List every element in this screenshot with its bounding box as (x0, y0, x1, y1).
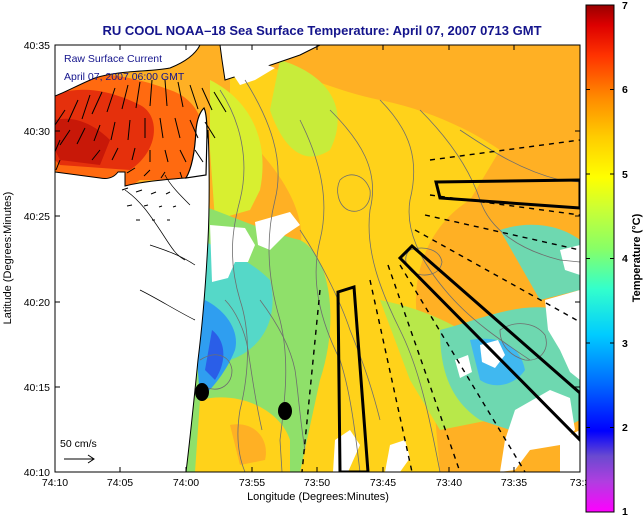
sst-yellow-green-region (210, 80, 263, 220)
no-data-patch (500, 390, 575, 472)
sst-cool-patch (500, 224, 580, 300)
colorbar-tick: 2 (622, 422, 628, 434)
sst-warm-pocket (230, 424, 266, 465)
plot-title: RU COOL NOAA–18 Sea Surface Temperature:… (102, 23, 541, 38)
no-data-patch (560, 430, 580, 472)
no-data-patch (545, 290, 580, 380)
no-data-patch (385, 440, 410, 472)
solid-survey-boxes (336, 178, 580, 472)
survey-box-south[interactable] (336, 285, 370, 472)
x-tick-label: 73:35 (501, 477, 527, 489)
y-tick-label: 40:25 (24, 211, 50, 223)
y-tick-label: 40:10 (24, 467, 50, 479)
y-tick-label: 40:35 (24, 40, 50, 52)
sst-bay-warm-water (55, 118, 110, 165)
x-tick-label: 73:55 (239, 477, 265, 489)
x-tick-label: 73:40 (436, 477, 462, 489)
x-axis: 74:10 74:05 74:00 73:55 73:50 73:45 73:4… (42, 45, 591, 503)
colorbar: 7 6 5 4 3 2 1 Temperature (°C) (585, 0, 643, 518)
land-staten-island (55, 45, 201, 97)
colorbar-label: Temperature (°C) (631, 213, 643, 302)
y-tick-label: 40:20 (24, 297, 50, 309)
x-tick-label: 74:05 (107, 477, 133, 489)
no-data-patch (230, 62, 275, 85)
colorbar-tick: 7 (622, 0, 628, 12)
y-axis-label: Latitude (Degrees:Minutes) (2, 192, 14, 325)
bathymetry-contours (199, 79, 580, 472)
dashed-survey-lines (301, 139, 580, 472)
legend-line-2: April 07, 2007 06:00 GMT (64, 71, 185, 83)
x-tick-label: 74:10 (42, 477, 68, 489)
colorbar-tick: 5 (622, 169, 628, 181)
x-tick-label: 73:3 (570, 477, 591, 489)
colorbar-tick: 4 (622, 253, 628, 265)
survey-box-southeast[interactable] (397, 243, 580, 443)
scale-arrow (64, 454, 95, 464)
x-tick-label: 73:45 (370, 477, 396, 489)
station-marker[interactable] (278, 402, 292, 420)
station-marker[interactable] (195, 383, 209, 401)
colorbar-gradient (585, 4, 615, 513)
no-data-patch (560, 245, 580, 275)
x-tick-label: 74:00 (173, 477, 199, 489)
colorbar-tick: 3 (622, 338, 628, 350)
map-panel[interactable]: 50 cm/s Raw Surface Current April 07, 20… (53, 45, 580, 472)
y-tick-label: 40:15 (24, 382, 50, 394)
x-tick-label: 73:50 (304, 477, 330, 489)
survey-box-east[interactable] (434, 178, 580, 210)
x-axis-label: Longitude (Degrees:Minutes) (247, 491, 389, 503)
y-axis: 40:35 40:30 40:25 40:20 40:15 40:10 Lati… (2, 40, 580, 479)
scale-label: 50 cm/s (60, 438, 97, 450)
legend-line-1: Raw Surface Current (64, 53, 162, 65)
colorbar-tick: 6 (622, 84, 628, 96)
inland-lines (124, 174, 196, 321)
no-data-patch (455, 355, 472, 378)
land-new-jersey (55, 129, 210, 472)
y-tick-label: 40:30 (24, 126, 50, 138)
no-data-patch (255, 212, 300, 250)
surface-current-vectors (55, 79, 227, 221)
colorbar-tick: 1 (622, 506, 628, 518)
sst-yellow-green-region (270, 60, 338, 157)
